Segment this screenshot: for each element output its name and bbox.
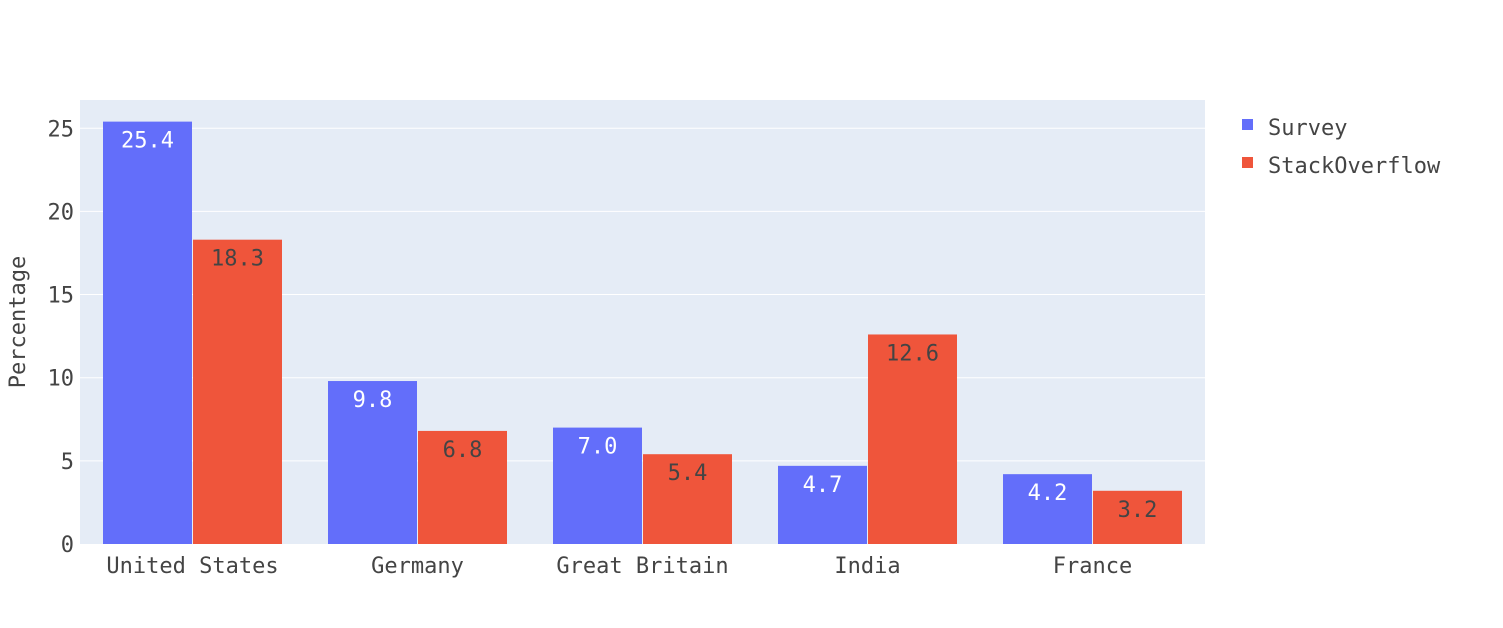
bar-value-label: 18.3 — [211, 247, 264, 272]
bar-stackoverflow-germany[interactable] — [418, 430, 507, 544]
bar-labels: 25.4 18.3 9.8 6.8 7.0 5.4 4.7 12.6 4.2 3.2 — [121, 129, 1157, 523]
bar-stackoverflow-united-states[interactable] — [193, 239, 282, 544]
bar-value-label: 4.2 — [1028, 481, 1068, 506]
x-tick-label: Germany — [371, 554, 464, 579]
bar-value-label: 9.8 — [353, 388, 393, 413]
bar-value-label: 12.6 — [886, 341, 939, 366]
bar-stackoverflow-france[interactable] — [1093, 490, 1182, 544]
x-tick-label: Great Britain — [556, 554, 728, 579]
bar-stackoverflow-great-britain[interactable] — [643, 454, 732, 544]
bar-value-label: 6.8 — [443, 438, 483, 463]
bar-survey-france[interactable] — [1003, 474, 1092, 544]
y-tick-label: 10 — [48, 367, 75, 392]
legend-item-survey[interactable]: Survey — [1268, 116, 1347, 141]
legend-swatch[interactable] — [1242, 119, 1253, 130]
legend[interactable]: Survey StackOverflow — [1242, 116, 1441, 179]
bar-stackoverflow-india[interactable] — [868, 334, 957, 544]
y-tick-label: 20 — [48, 200, 75, 225]
y-axis-title: Percentage — [6, 256, 31, 388]
bar-survey-united-states[interactable] — [103, 121, 192, 544]
y-tick-labels: 0 5 10 15 20 25 — [48, 117, 75, 558]
bar-value-label: 5.4 — [668, 461, 708, 486]
bar-survey-india[interactable] — [778, 465, 867, 544]
bar-survey-germany[interactable] — [328, 381, 417, 544]
bar-value-label: 7.0 — [578, 435, 618, 460]
x-tick-label: France — [1053, 554, 1132, 579]
y-tick-label: 5 — [61, 450, 74, 475]
y-tick-label: 15 — [48, 284, 75, 309]
y-tick-label: 0 — [61, 533, 74, 558]
bars — [103, 121, 1182, 544]
x-tick-label: India — [834, 554, 900, 579]
x-tick-labels: United States Germany Great Britain India Fr… — [106, 554, 1132, 579]
x-tick-label: United States — [106, 554, 278, 579]
bar-value-label: 3.2 — [1118, 498, 1158, 523]
bar-value-label: 25.4 — [121, 129, 174, 154]
y-tick-label: 25 — [48, 117, 75, 142]
legend-swatch[interactable] — [1242, 157, 1253, 168]
bar-survey-great-britain[interactable] — [553, 427, 642, 544]
bar-value-label: 4.7 — [803, 473, 843, 498]
legend-item-stackoverflow[interactable]: StackOverflow — [1268, 154, 1441, 179]
